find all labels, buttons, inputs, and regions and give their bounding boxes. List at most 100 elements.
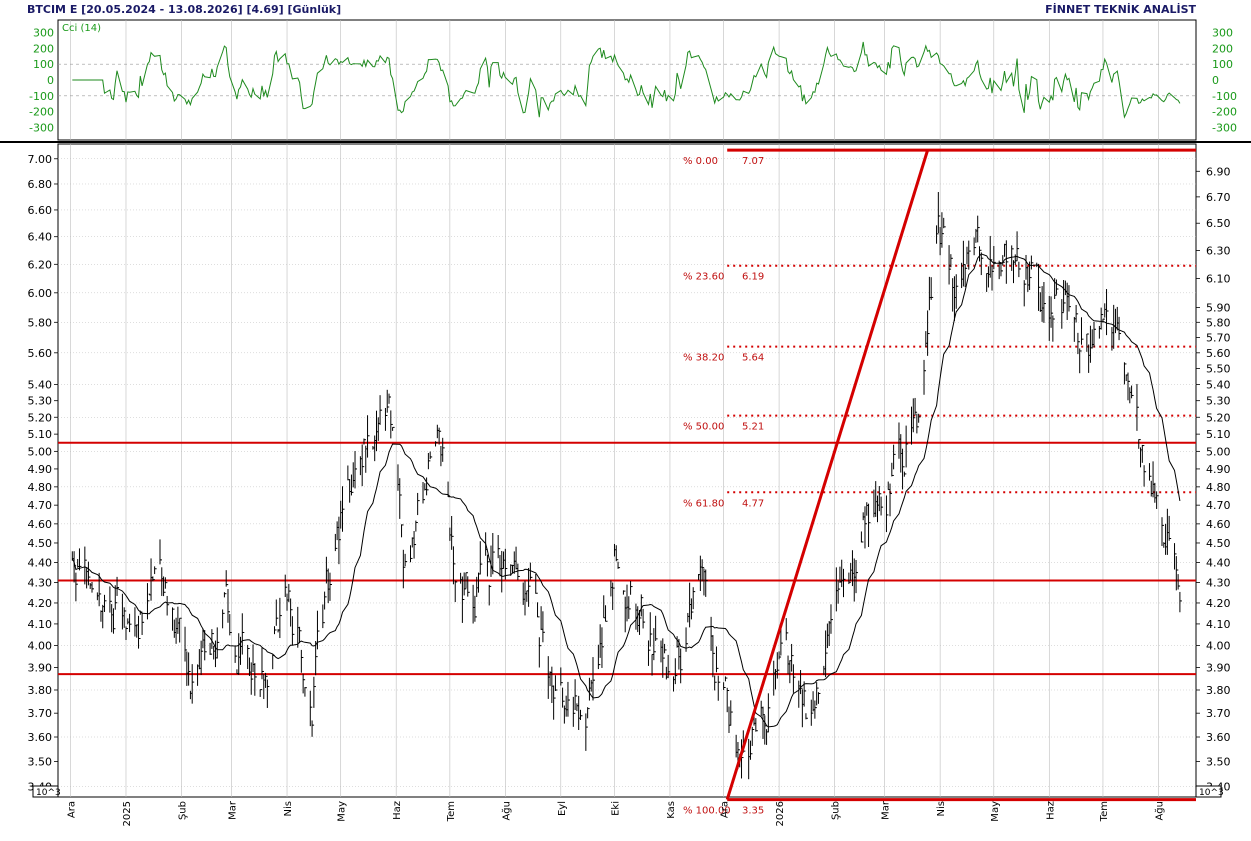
price-tick-left: 5.60 <box>28 347 53 360</box>
price-tick-right: 3.80 <box>1206 684 1231 697</box>
cci-tick-left: 0 <box>47 74 54 87</box>
date-axis-label: Nis <box>936 801 947 816</box>
fib-level-value: 3.35 <box>742 806 764 817</box>
price-tick-left: 4.50 <box>28 537 53 550</box>
price-tick-right: 4.40 <box>1206 557 1231 570</box>
price-tick-right: 5.50 <box>1206 362 1231 375</box>
price-tick-left: 6.80 <box>28 178 53 191</box>
date-axis-label: Mar <box>228 800 239 820</box>
date-axis-label: Şub <box>831 801 842 820</box>
price-tick-right: 5.90 <box>1206 301 1231 314</box>
moving-average <box>71 253 1181 728</box>
price-panel-frame <box>57 143 1197 798</box>
fib-level-value: 7.07 <box>742 156 764 167</box>
price-tick-right: 4.80 <box>1206 481 1231 494</box>
date-axis-label: Mar <box>881 800 892 820</box>
price-tick-right: 6.30 <box>1206 244 1231 257</box>
fib-level-value: 5.64 <box>742 353 764 364</box>
cci-tick-right: -100 <box>1212 90 1237 103</box>
price-tick-left: 3.50 <box>28 756 53 769</box>
price-tick-left: 5.20 <box>28 411 53 424</box>
price-tick-left: 3.80 <box>28 684 53 697</box>
chart-title: BTCIM E [20.05.2024 - 13.08.2026] [4.69]… <box>27 3 342 16</box>
price-tick-left: 3.70 <box>28 707 53 720</box>
date-axis-label: Eki <box>611 801 622 816</box>
cci-panel-frame <box>57 19 1197 141</box>
price-tick-right: 6.90 <box>1206 165 1231 178</box>
date-axis-label: May <box>337 801 348 822</box>
price-tick-left: 6.40 <box>28 231 53 244</box>
price-tick-left: 4.30 <box>28 577 53 590</box>
price-tick-left: 5.80 <box>28 316 53 329</box>
cci-tick-right: 300 <box>1212 27 1233 40</box>
date-axis-label: Ağu <box>1153 801 1165 821</box>
price-tick-right: 6.50 <box>1206 217 1231 230</box>
price-tick-right: 4.50 <box>1206 537 1231 550</box>
cci-grid <box>58 20 1196 140</box>
price-tick-left: 7.00 <box>28 153 53 166</box>
cci-tick-left: 200 <box>33 42 54 55</box>
price-tick-right: 3.60 <box>1206 731 1231 744</box>
date-axis-label: Ara <box>720 801 731 818</box>
price-tick-right: 3.70 <box>1206 707 1231 720</box>
date-axis-label: Tem <box>446 801 457 822</box>
price-tick-right: 4.00 <box>1206 639 1231 652</box>
cci-tick-right: 100 <box>1212 58 1233 71</box>
right-price-axis: 6.90 6.70 6.50 6.30 6.10 5.90 5.80 5.70 5.60 5.50… <box>1196 165 1231 794</box>
date-axis-label: Nis <box>283 801 294 816</box>
fib-level-pct: % 23.60 <box>683 272 724 283</box>
date-axis-label: 2026 <box>775 801 786 826</box>
date-axis-label: Haz <box>392 801 403 820</box>
date-axis: Ara 2025 Şub Mar Nis May Haz Tem Ağu Eyl Eki Kas Ara… <box>67 800 1166 826</box>
left-price-axis: 7.00 6.80 6.60 6.40 6.20 6.00 5.80 5.60 5.40 5.30… <box>28 153 58 794</box>
cci-series <box>72 41 1181 119</box>
date-axis-label: Haz <box>1045 801 1056 820</box>
moving-average-line <box>71 253 1181 728</box>
price-tick-right: 4.70 <box>1206 499 1231 512</box>
unit-label-left: 10^3 <box>36 788 61 798</box>
price-tick-left: 3.60 <box>28 731 53 744</box>
price-tick-left: 3.90 <box>28 661 53 674</box>
unit-box-left <box>32 785 59 798</box>
fib-level-pct: % 50.00 <box>683 422 724 433</box>
unit-box-right <box>1195 785 1222 798</box>
ohlc-bars <box>71 192 1182 780</box>
price-tick-right: 4.60 <box>1206 518 1231 531</box>
cci-tick-left: -300 <box>29 121 54 134</box>
brand-label: FİNNET TEKNİK ANALİST <box>1045 3 1196 16</box>
price-tick-right: 3.90 <box>1206 661 1231 674</box>
price-tick-left: 4.70 <box>28 499 53 512</box>
price-tick-right: 4.20 <box>1206 597 1231 610</box>
cci-tick-right: 200 <box>1212 42 1233 55</box>
fib-level-pct: % 0.00 <box>683 156 718 167</box>
cci-tick-right: -200 <box>1212 106 1237 119</box>
cci-axis: 300 300 200 200 100 100 0 0 -100 -100 -200 -200 -300… <box>29 27 1237 135</box>
fib-level-value: 6.19 <box>742 272 764 283</box>
price-tick-right: 6.70 <box>1206 191 1231 204</box>
cci-tick-right: 0 <box>1212 74 1219 87</box>
price-grid <box>58 144 1196 797</box>
price-tick-left: 4.40 <box>28 557 53 570</box>
date-axis-label: Tem <box>1099 801 1110 822</box>
date-axis-label: May <box>990 801 1001 822</box>
unit-label-right: 10^3 <box>1199 788 1224 798</box>
price-tick-right: 5.00 <box>1206 445 1231 458</box>
cci-tick-left: -100 <box>29 90 54 103</box>
chart-header: BTCIM E [20.05.2024 - 13.08.2026] [4.69]… <box>0 0 1251 20</box>
fib-level-value: 4.77 <box>742 498 764 509</box>
price-tick-right: 6.10 <box>1206 272 1231 285</box>
cci-tick-left: 100 <box>33 58 54 71</box>
horizontal-levels <box>58 441 1196 676</box>
price-tick-right: 5.40 <box>1206 378 1231 391</box>
trend-line <box>725 149 930 801</box>
price-tick-left: 4.90 <box>28 463 53 476</box>
price-tick-left: 4.00 <box>28 639 53 652</box>
date-axis-label: Ağu <box>500 801 512 821</box>
rally-trend-line <box>725 149 930 801</box>
cci-line <box>72 41 1181 119</box>
price-tick-right: 5.60 <box>1206 347 1231 360</box>
date-axis-label: Kas <box>666 801 677 819</box>
fib-level-pct: % 38.20 <box>683 353 724 364</box>
cci-label: Cci (14) <box>62 23 101 34</box>
